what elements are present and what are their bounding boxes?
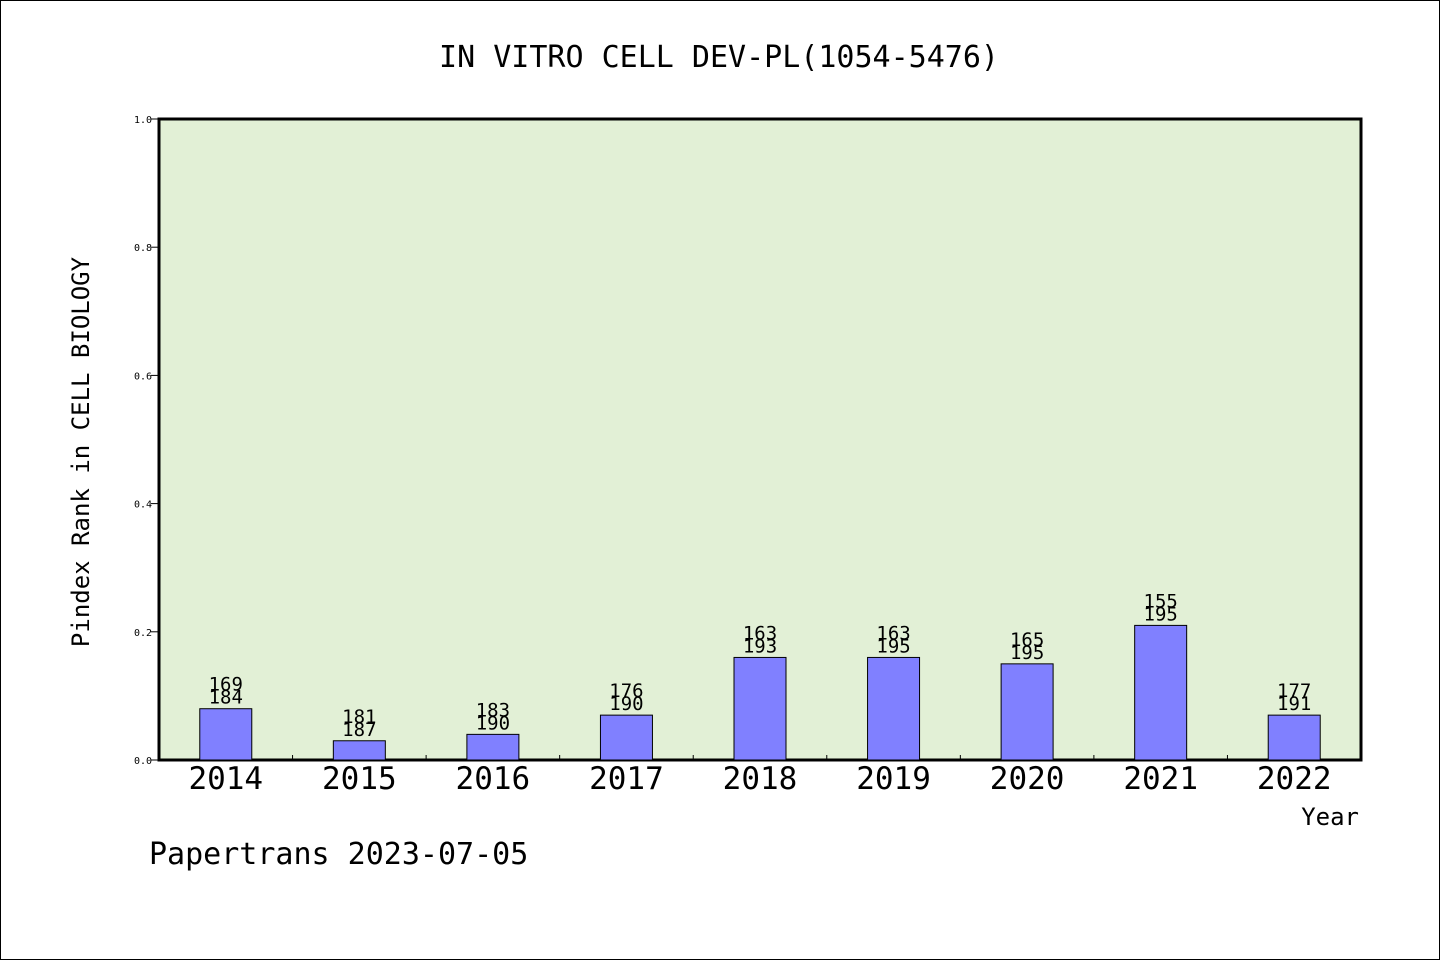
rank-label: 163 [743, 622, 777, 644]
y-axis-ticks: 0.0 0.2 0.4 0.6 0.8 1.0 [134, 115, 159, 767]
x-tick-label: 2019 [856, 761, 931, 797]
x-tick-label: 2020 [990, 761, 1065, 797]
x-tick-label: 2017 [589, 761, 664, 797]
rank-label: 176 [609, 680, 643, 702]
bar [466, 733, 520, 761]
rank-label: 169 [209, 674, 243, 696]
x-tick-label: 2014 [188, 761, 263, 797]
total-label: 195 [876, 635, 910, 657]
bar [199, 708, 253, 761]
total-label: 190 [609, 693, 643, 715]
y-tick-label: 0.0 [134, 756, 152, 767]
bar [733, 656, 787, 761]
x-tick-label: 2022 [1257, 761, 1332, 797]
rank-label: 165 [1010, 629, 1044, 651]
y-axis-label: Pindex Rank in CELL BIOLOGY [67, 256, 95, 647]
bar [867, 656, 921, 761]
y-tick-label: 0.6 [134, 371, 152, 382]
bar [1000, 663, 1054, 761]
x-axis-ticks: 2014 2015 2016 2017 2018 2019 2020 2021 2022 [188, 755, 1332, 797]
total-label: 191 [1277, 693, 1311, 715]
y-tick-label: 0.8 [134, 243, 152, 254]
total-label: 190 [476, 712, 510, 734]
rank-label: 155 [1144, 590, 1178, 612]
total-label: 193 [743, 635, 777, 657]
rank-label: 163 [876, 622, 910, 644]
y-tick-label: 0.4 [134, 500, 152, 511]
y-tick-label: 0.2 [134, 628, 152, 639]
x-tick-label: 2015 [322, 761, 397, 797]
bar [599, 714, 653, 761]
x-axis-label: Year [1301, 803, 1359, 831]
x-tick-label: 2016 [456, 761, 531, 797]
rank-label: 177 [1277, 680, 1311, 702]
bar [1134, 624, 1188, 761]
footer-credit: Papertrans 2023-07-05 [149, 837, 528, 872]
total-label: 195 [1144, 603, 1178, 625]
bars [199, 624, 1321, 761]
bar [1267, 714, 1321, 761]
chart-title: IN VITRO CELL DEV-PL(1054-5476) [439, 40, 999, 75]
x-tick-label: 2021 [1123, 761, 1198, 797]
rank-label: 181 [342, 706, 376, 728]
total-label: 184 [209, 687, 243, 709]
total-label: 187 [342, 719, 376, 741]
y-tick-label: 1.0 [134, 115, 152, 126]
x-tick-label: 2018 [723, 761, 798, 797]
rank-label: 183 [476, 699, 510, 721]
total-label: 195 [1010, 642, 1044, 664]
bar [332, 740, 386, 761]
